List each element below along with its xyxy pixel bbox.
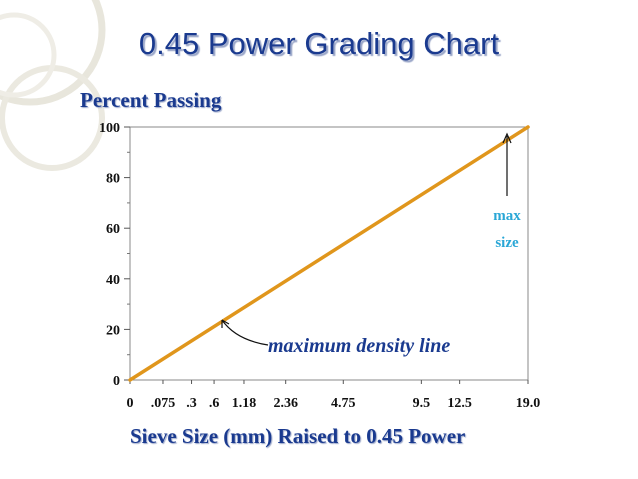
x-tick-label: .6 <box>209 396 220 411</box>
x-tick-label: 2.36 <box>273 396 298 411</box>
x-tick-label: 12.5 <box>447 396 472 411</box>
annotation-pointer <box>221 319 269 346</box>
y-tick-label: 20 <box>106 323 120 338</box>
x-tick-label: .075 <box>151 396 176 411</box>
annotation-line-label: maximum density line <box>268 335 450 357</box>
y-tick-label: 0 <box>113 374 120 389</box>
max-size-arrowhead <box>502 132 512 144</box>
x-tick-label: 19.0 <box>516 396 541 411</box>
annotation-max-label: max <box>493 208 521 224</box>
y-tick-label: 100 <box>99 121 120 136</box>
x-tick-label: 1.18 <box>232 396 257 411</box>
x-tick-label: 4.75 <box>331 396 356 411</box>
maximum-density-line <box>128 125 530 382</box>
x-axis-label: Sieve Size (mm) Raised to 0.45 Power <box>130 424 466 448</box>
x-tick-label: 0 <box>127 396 134 411</box>
y-tick-label: 40 <box>106 273 120 288</box>
annotation-size-label: size <box>495 235 519 251</box>
y-tick-label: 60 <box>106 222 120 237</box>
y-tick-label: 80 <box>106 172 120 187</box>
annotation-pointer-arrowhead <box>221 319 230 328</box>
x-tick-label: .3 <box>186 396 197 411</box>
x-tick-label: 9.5 <box>413 396 431 411</box>
y-axis-label: Percent Passing <box>80 88 222 112</box>
slide-title: 0.45 Power Grading Chart <box>138 26 500 61</box>
